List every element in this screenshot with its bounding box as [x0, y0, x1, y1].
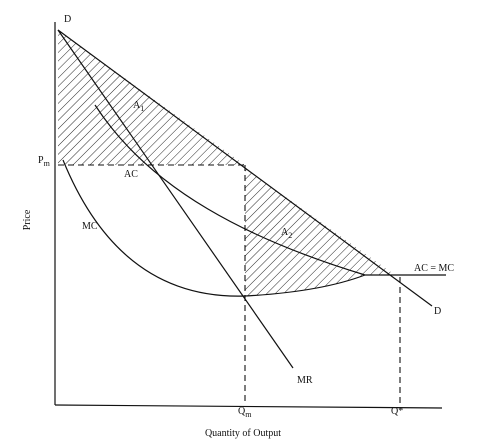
- label-mc: MC: [82, 221, 98, 232]
- label-part: m: [245, 410, 252, 419]
- ac-curve: [94, 104, 446, 276]
- x-axis: [54, 404, 443, 409]
- label-d-top: D: [64, 14, 71, 25]
- label-pm: Pm: [38, 155, 51, 168]
- label-part: P: [38, 155, 44, 166]
- label-part: 1: [140, 104, 144, 113]
- mr-line: [57, 29, 294, 369]
- area-a2: [245, 168, 395, 296]
- label-d-bottom: D: [434, 306, 441, 317]
- label-part: A: [281, 227, 289, 238]
- area-a1: [58, 30, 245, 165]
- label-qstar: Q*: [391, 406, 403, 417]
- label-part: A: [133, 100, 141, 111]
- label-qm: Qm: [238, 406, 252, 419]
- mc-curve: [62, 159, 366, 297]
- x-axis-title: Quantity of Output: [205, 428, 281, 439]
- label-ac-eq-mc: AC = MC: [414, 263, 454, 274]
- label-part: Q: [238, 406, 246, 417]
- label-mr: MR: [297, 375, 313, 386]
- label-part: 2: [288, 231, 292, 240]
- label-ac: AC: [124, 169, 138, 180]
- label-a1: A1: [133, 100, 144, 113]
- y-axis-title: Price: [22, 209, 33, 230]
- label-part: m: [44, 159, 51, 168]
- label-a2: A2: [281, 227, 292, 240]
